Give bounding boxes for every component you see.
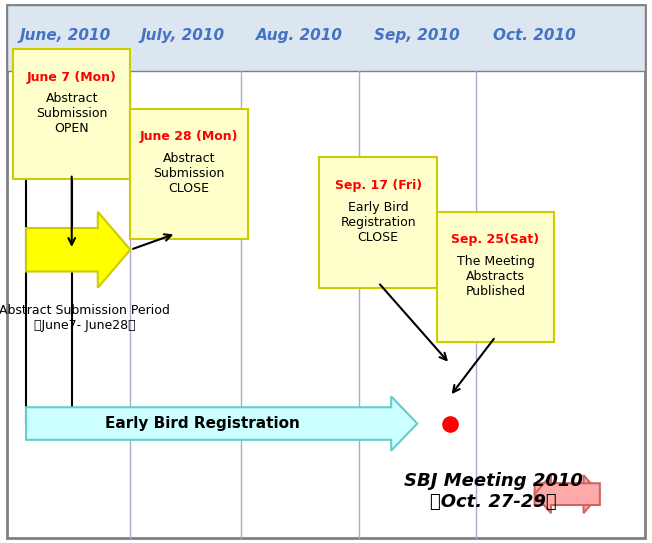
- Text: Abstract Submission Period
（June7- June28）: Abstract Submission Period （June7- June2…: [0, 304, 170, 332]
- FancyArrow shape: [535, 475, 600, 513]
- Text: Aug. 2010: Aug. 2010: [256, 28, 344, 43]
- FancyBboxPatch shape: [319, 157, 437, 288]
- FancyBboxPatch shape: [7, 5, 645, 71]
- Text: Oct. 2010: Oct. 2010: [494, 28, 576, 43]
- FancyArrow shape: [535, 475, 600, 513]
- FancyBboxPatch shape: [437, 212, 554, 342]
- FancyArrow shape: [26, 396, 417, 451]
- FancyBboxPatch shape: [130, 109, 248, 239]
- Text: Abstract
Submission
OPEN: Abstract Submission OPEN: [36, 92, 108, 135]
- Text: Sep. 17 (Fri): Sep. 17 (Fri): [334, 179, 422, 192]
- Text: June 7 (Mon): June 7 (Mon): [27, 71, 117, 84]
- Text: June 28 (Mon): June 28 (Mon): [140, 130, 239, 143]
- FancyBboxPatch shape: [7, 5, 645, 538]
- Text: Sep. 25(Sat): Sep. 25(Sat): [451, 233, 540, 247]
- Point: [445, 419, 455, 428]
- FancyBboxPatch shape: [13, 49, 130, 179]
- Text: July, 2010: July, 2010: [140, 28, 225, 43]
- Text: June, 2010: June, 2010: [20, 28, 111, 43]
- Text: Early Bird
Registration
CLOSE: Early Bird Registration CLOSE: [340, 201, 416, 244]
- Text: Sep, 2010: Sep, 2010: [374, 28, 460, 43]
- Text: Abstract
Submission
CLOSE: Abstract Submission CLOSE: [153, 152, 225, 195]
- Text: Early Bird Registration: Early Bird Registration: [105, 416, 299, 431]
- Text: SBJ Meeting 2010
（Oct. 27-29）: SBJ Meeting 2010 （Oct. 27-29）: [404, 472, 583, 511]
- Text: The Meeting
Abstracts
Published: The Meeting Abstracts Published: [456, 255, 535, 298]
- FancyArrow shape: [26, 212, 130, 288]
